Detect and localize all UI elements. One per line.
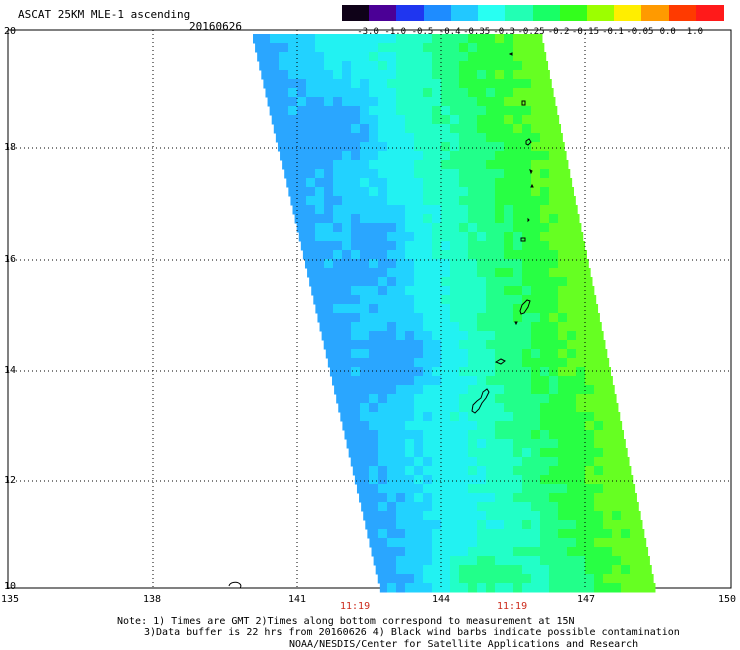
colorbar-segment (423, 5, 452, 21)
lat-label-14: 14 (4, 365, 17, 376)
lat-label-20: 20 (4, 26, 17, 37)
map-frame (7, 29, 732, 589)
map-grid (8, 30, 731, 588)
colorbar-segment (532, 5, 561, 21)
lat-label-18: 18 (4, 142, 17, 153)
coastlines (228, 52, 534, 589)
colorbar-label: -1.0 (384, 27, 407, 37)
map-date: 20160626 (189, 20, 242, 33)
lat-label-16: 16 (4, 254, 17, 265)
lat-label-12: 12 (4, 475, 17, 486)
colorbar-segment (342, 5, 370, 21)
lon-label-150: 150 (718, 594, 737, 605)
colorbar-segment (668, 5, 697, 21)
coastline-rota (494, 358, 506, 365)
coastline-alamagan (527, 217, 530, 223)
colorbar-segment (641, 5, 670, 21)
colorbar-label: -0.05 (626, 27, 654, 37)
colorbar-segment (369, 5, 398, 21)
colorbar-label: -0.2 (547, 27, 570, 37)
colorbar-label: -0.3 (493, 27, 515, 37)
lat-label-10: 10 (4, 581, 17, 592)
lon-label-144: 144 (432, 594, 451, 605)
map-title: ASCAT 25KM MLE-1 ascending (18, 8, 191, 21)
lon-label-138: 138 (143, 594, 162, 605)
note-line-3: NOAA/NESDIS/Center for Satellite Applica… (289, 639, 639, 650)
colorbar-label: -3.0 (357, 27, 379, 37)
coastline-pagan (530, 183, 534, 188)
note-line-1: Note: 1) Times are GMT 2)Times along bot… (117, 616, 575, 627)
lon-label-135: 135 (1, 594, 20, 605)
coastline-tinian (514, 321, 518, 326)
ascat-swath (253, 34, 656, 593)
coastline-guam (471, 388, 490, 414)
colorbar-label: 0.0 (659, 27, 676, 37)
colorbar-label: -0.1 (602, 27, 624, 37)
colorbar-segment (559, 5, 588, 21)
colorbar-segment (478, 5, 506, 21)
colorbar-segment (450, 5, 479, 21)
time-label-2: 11:19 (497, 601, 528, 612)
colorbar-segment (505, 5, 534, 21)
colorbar-segment (586, 5, 615, 21)
coastline-asuncion (525, 138, 532, 146)
colorbar-label: -0.35 (463, 27, 491, 37)
coastline-small-island (228, 581, 242, 589)
colorbar-label: -0.25 (517, 27, 545, 37)
coastline-agrihan (529, 169, 533, 175)
lon-label-147: 147 (577, 594, 596, 605)
coastline-farallon (508, 52, 513, 56)
time-label-1: 11:19 (340, 601, 371, 612)
colorbar-label: -0.15 (571, 27, 600, 37)
colorbar-label: -0.5 (411, 27, 434, 37)
coastline-anatahan (520, 237, 526, 242)
lon-label-141: 141 (288, 594, 307, 605)
coastline-maug (521, 100, 526, 106)
coastline-saipan (519, 299, 531, 315)
colorbar-label: -0.4 (438, 27, 461, 37)
colorbar-label: 1.0 (686, 27, 704, 37)
colorbar-segment (695, 5, 724, 21)
note-line-2: 3)Data buffer is 22 hrs from 20160626 4)… (144, 627, 680, 638)
colorbar-segment (396, 5, 425, 21)
colorbar-segment (614, 5, 642, 21)
